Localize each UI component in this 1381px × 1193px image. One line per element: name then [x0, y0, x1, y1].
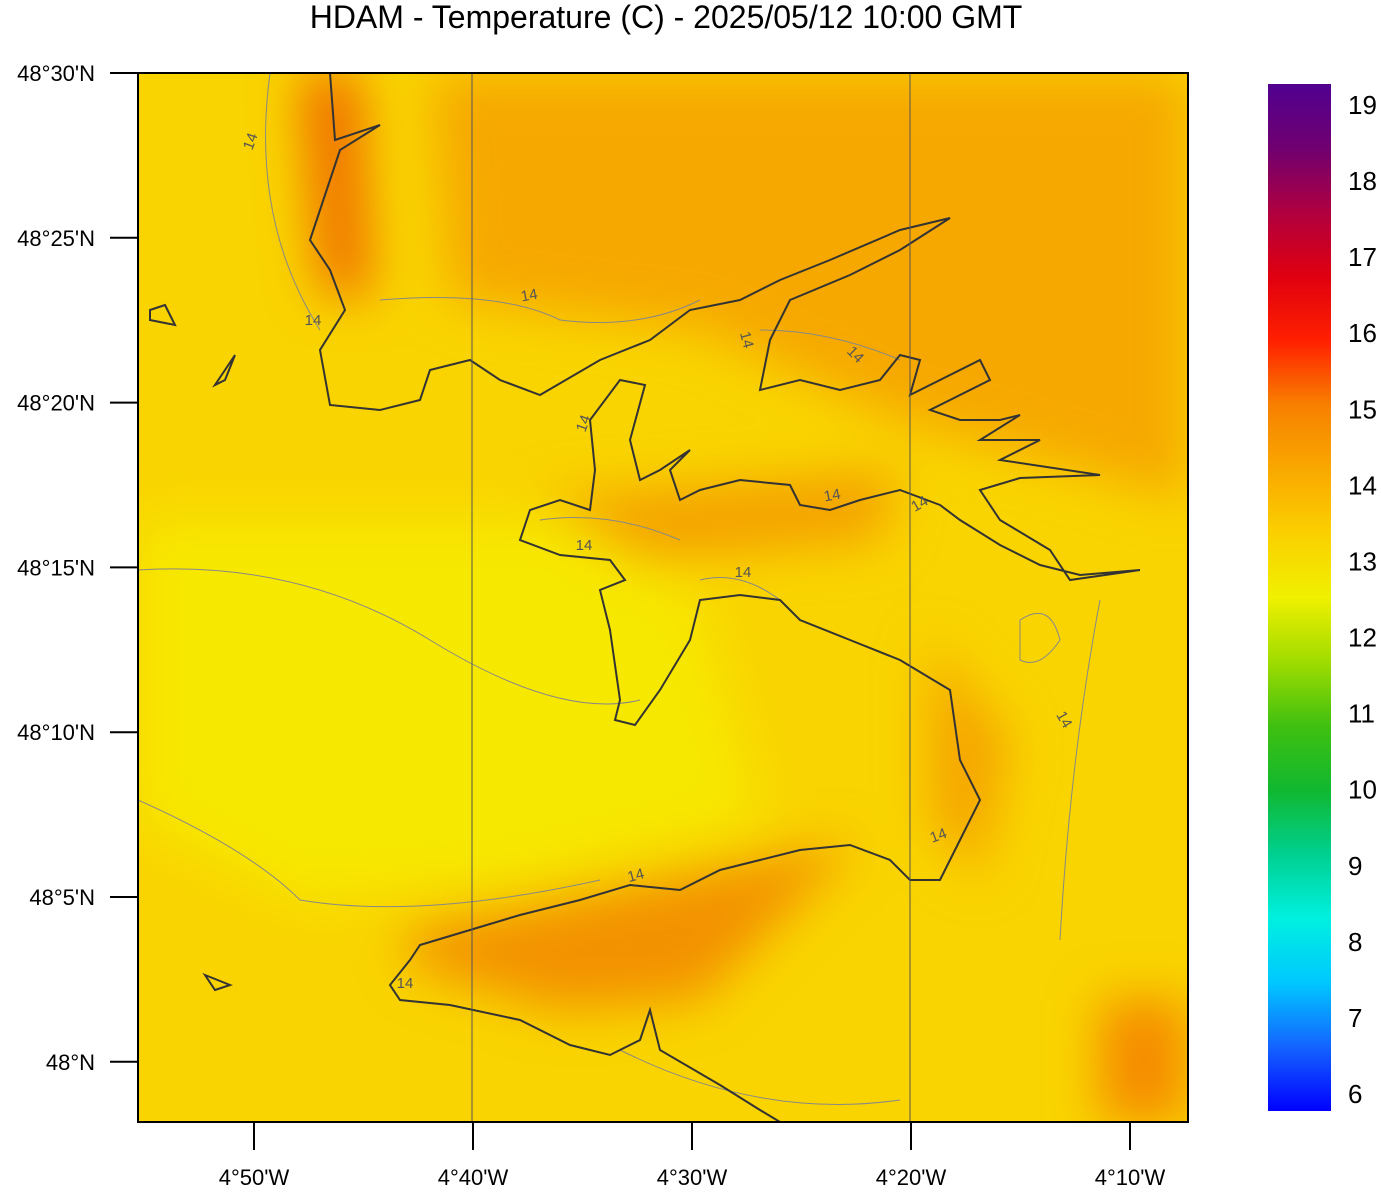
contour-label: 14 [908, 493, 931, 516]
colorbar-label: 16 [1348, 318, 1377, 348]
title: HDAM - Temperature (C) - 2025/05/12 10:0… [310, 0, 1023, 35]
lon-label: 4°40'W [438, 1165, 509, 1188]
colorbar-label: 9 [1348, 851, 1362, 881]
colorbar-label: 12 [1348, 623, 1377, 653]
colorbar-scale [1268, 84, 1331, 1111]
colorbar-label: 15 [1348, 394, 1377, 424]
lon-label: 4°50'W [219, 1165, 290, 1188]
lat-label: 48°25'N [17, 226, 95, 251]
lat-label: 48°30'N [17, 61, 95, 86]
contour-label: 14 [735, 564, 752, 581]
contour-label: 14 [736, 330, 757, 351]
contour-label: 14 [823, 486, 842, 506]
lat-label: 48°5'N [29, 885, 95, 910]
colorbar-label: 13 [1348, 546, 1377, 576]
colorbar: 6 7 8 9 10 11 12 13 14 15 16 17 18 19 [1268, 84, 1377, 1111]
colorbar-label: 8 [1348, 927, 1362, 957]
axes: 48°30'N 48°25'N 48°20'N 48°15'N 48°10'N 48°5'… [17, 61, 1166, 1190]
contour-label: 14 [928, 825, 949, 847]
lon-label: 4°30'W [657, 1165, 728, 1188]
lat-label: 48°20'N [17, 391, 95, 416]
lat-label: 48°15'N [17, 555, 95, 580]
colorbar-label: 19 [1348, 90, 1377, 120]
temperature-field [138, 73, 1188, 1122]
lon-label: 4°10'W [1095, 1165, 1166, 1188]
contour-label: 14 [305, 312, 322, 329]
colorbar-label: 11 [1348, 699, 1375, 729]
colorbar-label: 6 [1348, 1079, 1362, 1109]
contour-label: 14 [576, 537, 593, 554]
contour-label: 14 [1052, 708, 1075, 731]
contour-label: 14 [397, 975, 414, 992]
contour-label: 14 [520, 286, 539, 306]
colorbar-label: 14 [1348, 470, 1377, 500]
contour-label: 14 [626, 865, 647, 886]
colorbar-label: 7 [1348, 1003, 1362, 1033]
colorbar-label: 18 [1348, 166, 1377, 196]
lat-label: 48°N [46, 1050, 95, 1075]
contour-label: 14 [573, 413, 595, 434]
map-frame [137, 72, 1189, 1123]
lat-label: 48°10'N [17, 720, 95, 745]
colorbar-label: 10 [1348, 775, 1377, 805]
lon-label: 4°20'W [876, 1165, 947, 1188]
colorbar-label: 17 [1348, 242, 1377, 272]
contour-label: 14 [240, 131, 262, 152]
